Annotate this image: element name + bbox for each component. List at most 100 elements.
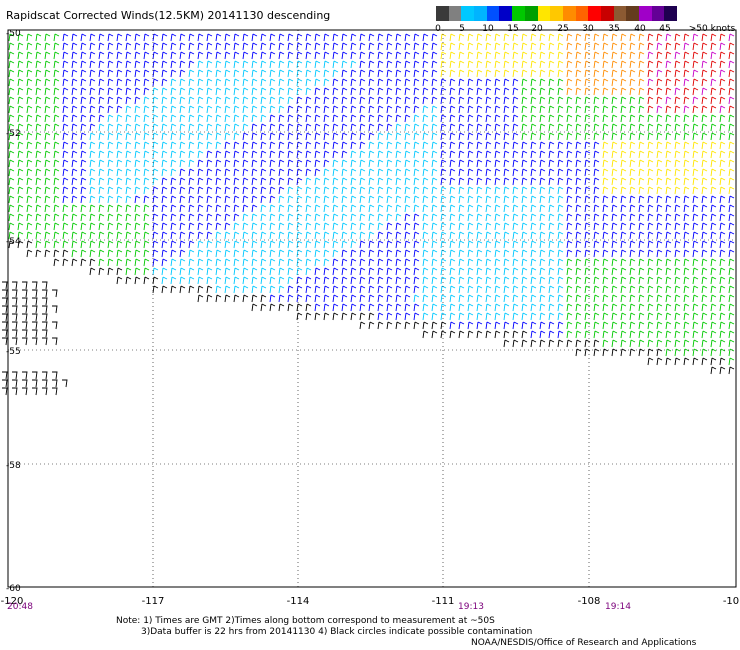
wind-barb (188, 150, 195, 159)
wind-barb (71, 87, 78, 96)
wind-barb (287, 87, 294, 96)
wind-barb (638, 159, 645, 168)
wind-barb (224, 87, 231, 96)
wind-barb (611, 150, 618, 159)
wind-barb (548, 105, 555, 114)
wind-barb (116, 60, 123, 69)
wind-barb (233, 177, 240, 186)
wind-barb (431, 258, 438, 267)
wind-barb (494, 159, 501, 168)
wind-barb (584, 114, 591, 123)
wind-barb (449, 240, 456, 249)
wind-barb (440, 51, 447, 60)
wind-barb (692, 330, 699, 339)
wind-barb (656, 186, 663, 195)
wind-barb (71, 159, 78, 168)
wind-barb (665, 276, 672, 285)
wind-barb (332, 51, 339, 60)
wind-barb (251, 141, 258, 150)
wind-barb (188, 87, 195, 96)
wind-barb (413, 195, 420, 204)
wind-barb (539, 195, 546, 204)
wind-barb (89, 222, 96, 231)
wind-barb (71, 69, 78, 78)
wind-barb (710, 222, 717, 231)
wind-barb (593, 285, 600, 294)
wind-barb (413, 231, 420, 240)
wind-barb (701, 96, 708, 105)
wind-barb (116, 231, 123, 240)
wind-barb (683, 222, 690, 231)
wind-barb (350, 42, 357, 51)
wind-barb (485, 177, 492, 186)
wind-barb (521, 132, 528, 141)
wind-barb (575, 51, 582, 60)
wind-barb (368, 312, 375, 321)
wind-barb (35, 204, 42, 213)
wind-barb (233, 204, 240, 213)
wind-barb (224, 51, 231, 60)
wind-barb (719, 42, 726, 51)
wind-barb (557, 186, 564, 195)
wind-barb (359, 303, 366, 312)
wind-barb (386, 132, 393, 141)
wind-barb (53, 33, 60, 42)
wind-barb (242, 285, 249, 294)
wind-barb (296, 195, 303, 204)
wind-barb (161, 51, 168, 60)
wind-barb (206, 186, 213, 195)
wind-barb (152, 258, 159, 267)
wind-barb (197, 123, 204, 132)
wind-barb (458, 303, 465, 312)
wind-barb (449, 204, 456, 213)
wind-barb (332, 42, 339, 51)
wind-barb (197, 114, 204, 123)
wind-barb (449, 231, 456, 240)
wind-barb (107, 195, 114, 204)
wind-barb (494, 231, 501, 240)
wind-barb (35, 78, 42, 87)
wind-barb (566, 186, 573, 195)
wind-barb (296, 159, 303, 168)
wind-barb (2, 289, 8, 298)
wind-barb (611, 114, 618, 123)
wind-barb (350, 312, 357, 321)
wind-barb (557, 78, 564, 87)
wind-barb (251, 114, 258, 123)
wind-barb (296, 303, 303, 312)
wind-barb (530, 330, 537, 339)
wind-barb (548, 51, 555, 60)
wind-barb (98, 195, 105, 204)
wind-barb (530, 78, 537, 87)
wind-barb (359, 123, 366, 132)
wind-barb (107, 132, 114, 141)
wind-barb (197, 141, 204, 150)
longitude-label: -114 (287, 596, 310, 607)
wind-barb (602, 159, 609, 168)
wind-barb (17, 42, 24, 51)
wind-barb (593, 87, 600, 96)
wind-barb (701, 186, 708, 195)
wind-barb (683, 105, 690, 114)
wind-barb (323, 123, 330, 132)
wind-barb (287, 60, 294, 69)
wind-barb (35, 105, 42, 114)
wind-barb (35, 195, 42, 204)
wind-barb (485, 249, 492, 258)
wind-barb (485, 276, 492, 285)
wind-barb (143, 87, 150, 96)
wind-barb (134, 60, 141, 69)
wind-barb (674, 186, 681, 195)
wind-barb (206, 222, 213, 231)
wind-barb (494, 195, 501, 204)
wind-barb (440, 195, 447, 204)
wind-barb (620, 231, 627, 240)
wind-barb (260, 168, 267, 177)
legend-label: 35 (608, 24, 620, 34)
wind-barb (692, 123, 699, 132)
wind-barb (197, 204, 204, 213)
wind-barb (575, 204, 582, 213)
wind-barb (683, 42, 690, 51)
wind-barb (215, 213, 222, 222)
wind-barb (494, 276, 501, 285)
